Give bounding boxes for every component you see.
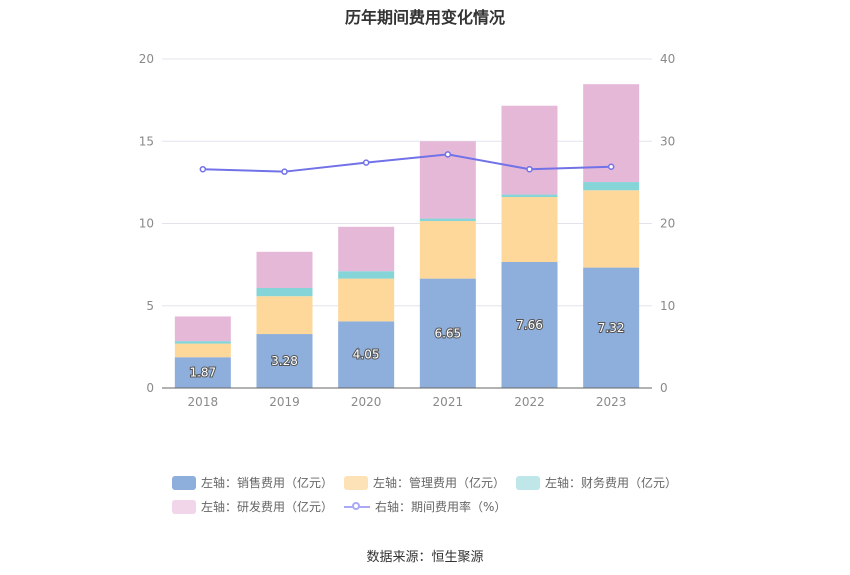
- bar-admin: [583, 190, 640, 268]
- left-tick-label: 0: [146, 381, 154, 395]
- rate-line: [202, 153, 612, 173]
- rate-point: [362, 159, 370, 166]
- legend-swatch-rnd: [172, 499, 196, 514]
- legend-item-sales[interactable]: 左轴：销售费用（亿元）: [172, 474, 333, 491]
- bar-admin: [419, 221, 476, 279]
- bar-sales: [338, 321, 395, 388]
- bar-data-labels: 1.87 3.28 4.05 6.65 7.66 7.32: [188, 317, 625, 381]
- legend-label-finance: 左轴：财务费用（亿元）: [545, 476, 678, 490]
- bar-finance: [174, 341, 231, 344]
- bar-finance: [256, 287, 313, 297]
- grid-lines: [162, 58, 652, 307]
- x-tick-label: 2018: [188, 395, 219, 409]
- bar-data-label: 6.65: [434, 326, 461, 340]
- bar-sales: [583, 267, 640, 388]
- legend-item-rate[interactable]: 右轴：期间费用率（%）: [344, 498, 506, 515]
- bar-data-label: 3.28: [271, 354, 298, 368]
- legend-swatch-finance: [516, 475, 540, 490]
- legend-item-rnd[interactable]: 左轴：研发费用（亿元）: [172, 498, 333, 515]
- legend-item-admin[interactable]: 左轴：管理费用（亿元）: [344, 474, 505, 491]
- x-tick-label: 2021: [433, 395, 464, 409]
- bar-finance: [583, 182, 640, 191]
- right-tick-label: 0: [660, 381, 668, 395]
- bar-data-label: 1.87: [189, 366, 216, 380]
- x-tick-label: 2023: [596, 395, 627, 409]
- x-tick-label: 2022: [514, 395, 545, 409]
- bar-rnd: [501, 105, 558, 195]
- right-tick-label: 30: [660, 134, 675, 148]
- left-tick-label: 15: [139, 134, 154, 148]
- bar-data-label: 4.05: [353, 348, 380, 362]
- bar-admin: [256, 296, 313, 335]
- bar-rnd: [338, 226, 395, 272]
- chart-canvas: 0 5 10 15 20 0 10 20 30 40 1.87 3.28 4.05 6.65 7.66 7…: [139, 52, 676, 409]
- bar-admin: [501, 197, 558, 262]
- bar-data-label: 7.32: [598, 321, 625, 335]
- bar-finance: [338, 271, 395, 279]
- rate-point: [607, 163, 615, 170]
- chart-title: 历年期间费用变化情况: [344, 8, 505, 27]
- source-note: 数据来源：恒生聚源: [366, 550, 484, 565]
- bar-sales: [174, 357, 231, 388]
- right-tick-label: 40: [660, 52, 675, 66]
- bar-admin: [338, 278, 395, 322]
- left-tick-label: 10: [139, 217, 154, 231]
- right-tick-label: 10: [660, 299, 675, 313]
- x-axis-ticks: 2018 2019 2020 2021 2022 2023: [188, 395, 627, 409]
- bar-data-label: 7.66: [516, 318, 543, 332]
- legend-swatch-sales: [172, 475, 196, 490]
- rate-line-series: [199, 151, 615, 175]
- bar-finance: [419, 218, 476, 222]
- legend-label-sales: 左轴：销售费用（亿元）: [201, 476, 334, 490]
- legend-label-admin: 左轴：管理费用（亿元）: [373, 476, 506, 490]
- legend-label-rate: 右轴：期间费用率（%）: [375, 500, 507, 514]
- bar-admin: [174, 343, 231, 358]
- bar-sales: [501, 261, 558, 388]
- rate-point: [199, 165, 207, 173]
- left-tick-label: 20: [139, 52, 154, 66]
- bar-finance: [501, 194, 558, 198]
- legend-item-finance[interactable]: 左轴：财务费用（亿元）: [516, 474, 677, 491]
- bar-sales: [419, 278, 476, 388]
- bar-sales: [256, 334, 313, 388]
- bar-series: [174, 84, 640, 388]
- right-tick-label: 20: [660, 217, 675, 231]
- left-axis-ticks: 0 5 10 15 20: [139, 52, 154, 395]
- left-tick-label: 5: [146, 299, 154, 313]
- rate-point: [281, 168, 288, 175]
- rate-point: [526, 165, 533, 173]
- legend-label-rnd: 左轴：研发费用（亿元）: [201, 500, 334, 514]
- bar-rnd: [174, 316, 231, 342]
- legend-swatch-admin: [344, 475, 368, 490]
- right-axis-ticks: 0 10 20 30 40: [660, 52, 675, 395]
- legend-swatch-rate: [344, 500, 370, 514]
- x-tick-label: 2019: [269, 395, 300, 409]
- x-tick-label: 2020: [351, 395, 382, 409]
- rate-point: [444, 151, 452, 158]
- bar-rnd: [256, 251, 313, 288]
